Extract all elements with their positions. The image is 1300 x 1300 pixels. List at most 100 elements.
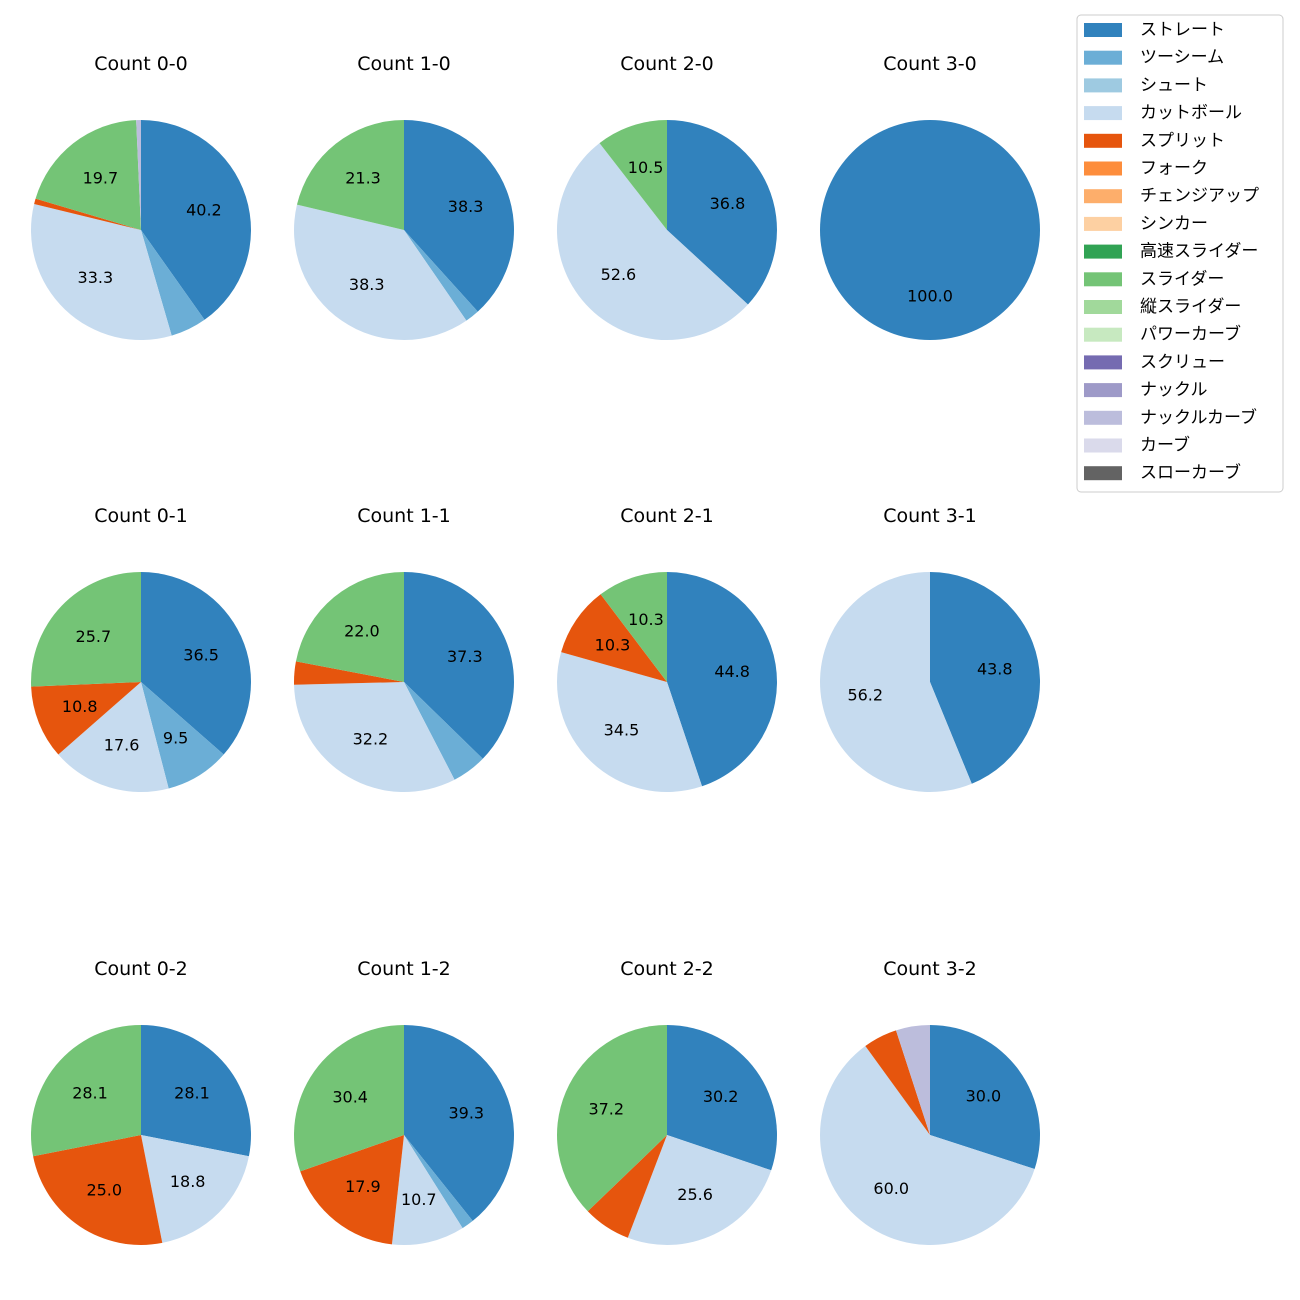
pie-slice — [294, 204, 467, 341]
pie-slice — [557, 652, 703, 792]
pie-panel: Count 1-2 39.3 10.7 17.9 30.4 — [293, 958, 514, 1246]
pie-slice — [865, 1030, 930, 1135]
pie-slice — [141, 1135, 249, 1243]
pie-slice — [391, 1135, 463, 1246]
pie-slice-label: 10.8 — [62, 697, 98, 716]
legend-swatch — [1084, 410, 1122, 425]
pie-slice — [599, 120, 667, 230]
legend-swatch — [1084, 383, 1122, 398]
pie-slice — [141, 1025, 251, 1157]
pie-title: Count 1-2 — [357, 958, 451, 980]
pie-slice-label: 36.5 — [183, 645, 219, 664]
pie-title: Count 1-1 — [357, 505, 451, 527]
legend-swatch — [1084, 272, 1122, 287]
legend-item: ナックル — [1084, 380, 1208, 400]
pie-slice — [141, 119, 252, 320]
pie-slice — [294, 682, 455, 793]
legend-swatch — [1084, 50, 1122, 65]
legend-item: カーブ — [1084, 435, 1190, 456]
legend-swatch — [1084, 438, 1122, 453]
pie-slice-label: 18.8 — [170, 1172, 206, 1191]
pie-slice — [930, 572, 1041, 784]
pie-slice — [561, 594, 667, 682]
pie-slice — [404, 572, 514, 759]
pie-slice — [34, 198, 142, 230]
pie-slice — [404, 682, 483, 780]
pie-slice — [35, 120, 142, 230]
legend-item: スライダー — [1084, 269, 1224, 289]
pie-slice — [820, 120, 1040, 340]
pie-slice-label: 38.3 — [448, 197, 484, 216]
pie-title: Count 0-2 — [94, 958, 188, 980]
pie-slice — [556, 143, 748, 341]
legend-label: チェンジアップ — [1140, 186, 1259, 206]
legend-label: ナックル — [1140, 380, 1208, 400]
pie-slice-label: 28.1 — [174, 1084, 210, 1103]
pie-slice-label: 37.2 — [588, 1100, 624, 1119]
legend-swatch — [1084, 78, 1122, 93]
legend-swatch — [1084, 189, 1122, 204]
pie-slice-label: 10.3 — [628, 610, 664, 629]
pie-slice-label: 17.6 — [104, 736, 140, 755]
pie-slice-label: 30.4 — [332, 1087, 368, 1106]
pie-slice-label: 43.8 — [977, 660, 1013, 679]
legend-item: ツーシーム — [1084, 48, 1224, 68]
legend-label: ナックルカーブ — [1140, 407, 1257, 428]
legend-swatch — [1084, 327, 1122, 342]
pie-panel: Count 2-1 44.8 34.5 10.3 10.3 — [557, 505, 778, 792]
legend-item: 縦スライダー — [1084, 297, 1241, 317]
pie-title: Count 3-2 — [883, 958, 977, 980]
legend-item: ナックルカーブ — [1084, 407, 1257, 428]
legend-item: スプリット — [1084, 131, 1225, 151]
pie-slice — [31, 682, 142, 755]
pie-panel: Count 0-2 28.1 18.8 25.0 28.1 — [31, 958, 251, 1245]
pie-slice — [136, 120, 141, 230]
pie-slice-label: 100.0 — [907, 287, 953, 306]
pie-slice-label: 32.2 — [353, 729, 389, 748]
pie-slice — [293, 661, 404, 685]
pie-slice — [33, 1135, 163, 1245]
legend-label: 縦スライダー — [1140, 297, 1241, 317]
pie-slice-label: 36.8 — [710, 194, 746, 213]
legend-item: カットボール — [1084, 103, 1242, 123]
pie-panel: Count 2-2 30.2 25.6 37.2 — [557, 958, 777, 1246]
pie-title: Count 0-1 — [94, 505, 188, 527]
legend-label: フォーク — [1140, 159, 1208, 179]
legend-label: スプリット — [1140, 131, 1225, 151]
pie-title: Count 1-0 — [357, 53, 451, 75]
pie-slice — [587, 1135, 667, 1238]
pie-slice — [296, 120, 404, 230]
pie-slice — [404, 230, 478, 321]
legend-item: 高速スライダー — [1084, 242, 1258, 262]
legend-swatch — [1084, 106, 1122, 121]
legend-swatch — [1084, 23, 1122, 37]
pie-panel: Count 3-2 30.0 60.0 — [820, 958, 1041, 1245]
pie-slice — [58, 682, 169, 792]
legend-label: スクリュー — [1140, 352, 1225, 372]
pie-panel: Count 1-1 37.3 32.2 22.0 — [293, 505, 514, 793]
pie-slice — [141, 572, 252, 755]
pie-slice-label: 39.3 — [448, 1104, 484, 1123]
pie-slice — [600, 572, 667, 682]
pie-slice-label: 9.5 — [163, 729, 188, 748]
pie-slice-label: 10.5 — [628, 158, 664, 177]
pie-slice — [667, 1025, 777, 1171]
pie-slice — [31, 1025, 142, 1157]
pie-slice — [141, 682, 224, 789]
pie-slice-label: 10.3 — [595, 635, 631, 654]
pie-slice-label: 17.9 — [345, 1177, 381, 1196]
pie-slice-label: 25.7 — [76, 627, 112, 646]
pie-title: Count 2-2 — [620, 958, 714, 980]
pie-slice — [896, 1025, 930, 1135]
legend-label: シュート — [1140, 75, 1208, 95]
legend-item: パワーカーブ — [1084, 324, 1241, 345]
pie-slice — [667, 120, 777, 305]
pie-slice-label: 44.8 — [714, 662, 750, 681]
pie-slice-label: 37.3 — [447, 647, 483, 666]
pie-panel: Count 1-0 38.3 38.3 21.3 — [294, 53, 515, 341]
pie-title: Count 3-1 — [883, 505, 977, 527]
legend-label: パワーカーブ — [1140, 324, 1241, 345]
pie-slice-label: 10.7 — [401, 1190, 437, 1209]
legend-label: スライダー — [1140, 269, 1224, 289]
